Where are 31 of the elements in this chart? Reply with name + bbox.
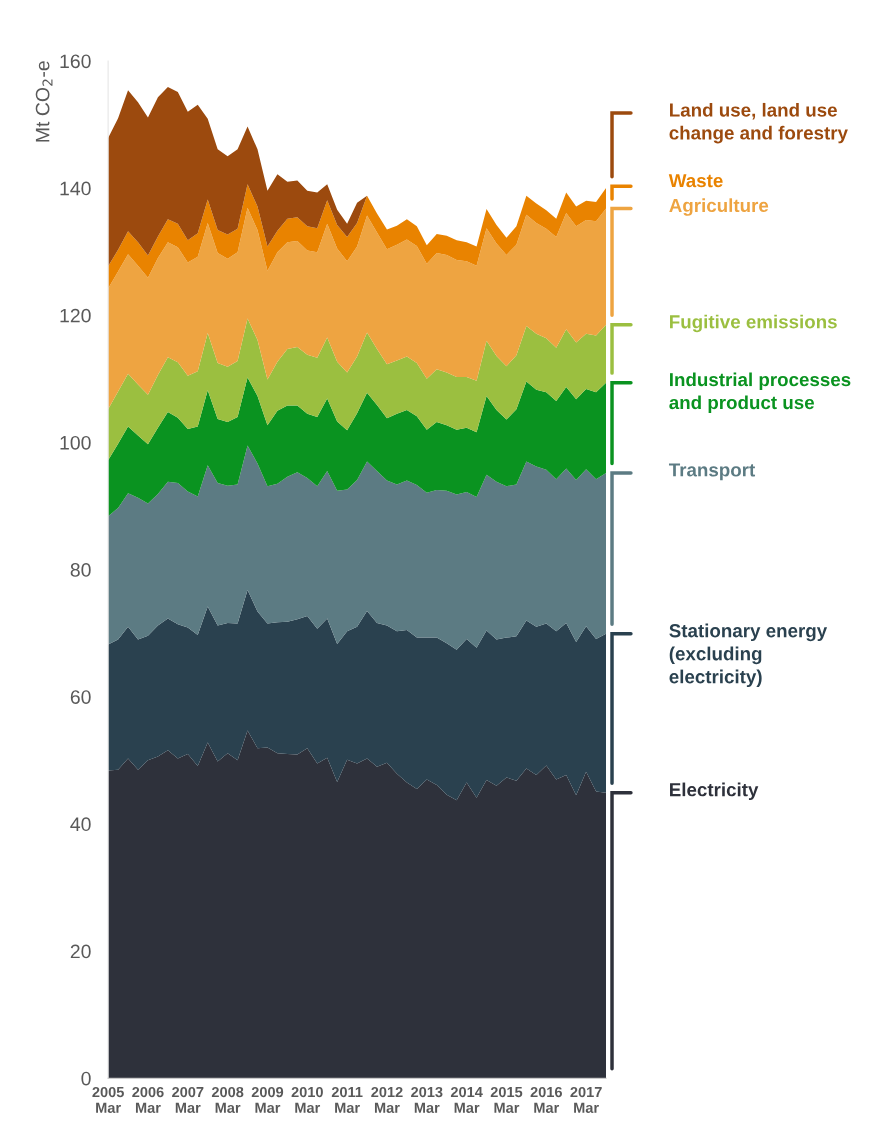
text: Land use, land use change and forestry [669, 102, 848, 144]
y-tick-label: 20 [70, 944, 91, 959]
text: Transport [668, 463, 756, 481]
text: Stationary energy (excluding electricity) [669, 623, 828, 688]
x-tick-label: 2016 Mar [530, 1086, 562, 1113]
y-tick-label: 100 [60, 435, 91, 450]
y-tick-label: 40 [70, 817, 91, 832]
y-tick-label: 0 [81, 1071, 91, 1086]
text: Fugitive emissions [670, 314, 837, 333]
x-tick-label: 2007 Mar [172, 1086, 204, 1113]
x-tick-label: 2008 Mar [211, 1086, 244, 1113]
y-tick-label: 140 [60, 181, 91, 196]
x-tick-label: 2011 Mar [331, 1086, 363, 1113]
x-tick-label: 2005 Mar [92, 1086, 124, 1113]
legend-label: Waste [668, 174, 723, 188]
y-tick-label: 80 [70, 563, 91, 577]
text: Industrial processes and product use [669, 372, 851, 413]
y-axis-title: Mt CO$_{2}$-e [35, 61, 53, 142]
x-tick-label: 2017 Mar [570, 1086, 602, 1113]
x-tick-label: 2009 Mar [251, 1086, 284, 1113]
text: Agriculture [669, 198, 769, 216]
x-tick-label: 2013 Mar [411, 1086, 443, 1113]
text: Electricity [670, 782, 759, 801]
y-tick-label: 120 [60, 308, 91, 323]
y-tick-label: 60 [70, 690, 91, 704]
x-tick-label: 2015 Mar [490, 1086, 523, 1113]
x-tick-label: 2006 Mar [132, 1086, 164, 1113]
y-tick-label: 160 [60, 54, 91, 69]
x-tick-label: 2010 Mar [291, 1086, 323, 1113]
x-tick-label: 2014 Mar [450, 1086, 483, 1113]
x-tick-label: 2012 Mar [371, 1086, 403, 1113]
